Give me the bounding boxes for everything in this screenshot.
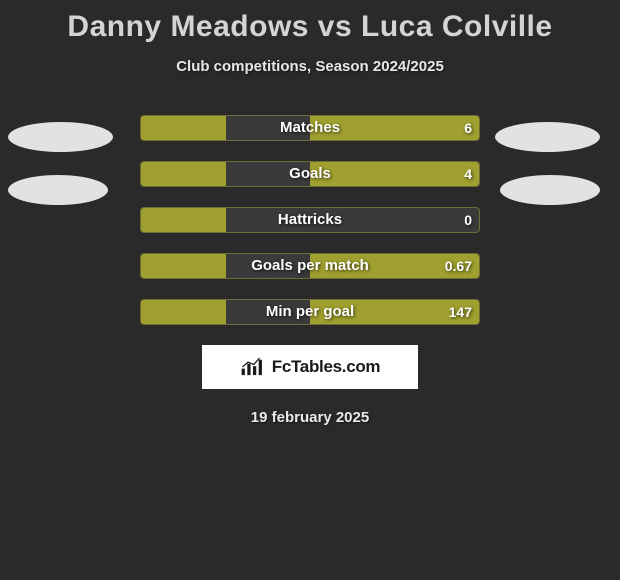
bar-right-fill — [310, 116, 479, 140]
subtitle: Club competitions, Season 2024/2025 — [0, 58, 620, 75]
bar-left-fill — [141, 208, 226, 232]
page-title: Danny Meadows vs Luca Colville — [0, 0, 620, 44]
infographic-root: Danny Meadows vs Luca Colville Club comp… — [0, 0, 620, 580]
stat-row: Goals per match 0.67 — [0, 253, 620, 279]
bar-track — [140, 161, 480, 187]
bar-left-fill — [141, 300, 226, 324]
stat-row: Hattricks 0 — [0, 207, 620, 233]
bar-right-fill — [310, 300, 479, 324]
bar-right-fill — [310, 162, 479, 186]
bar-track — [140, 253, 480, 279]
bar-track — [140, 299, 480, 325]
stat-row: Matches 6 — [0, 115, 620, 141]
branding[interactable]: FcTables.com — [202, 345, 418, 389]
bar-left-fill — [141, 254, 226, 278]
bar-left-fill — [141, 162, 226, 186]
branding-text: FcTables.com — [272, 357, 381, 377]
stat-row: Min per goal 147 — [0, 299, 620, 325]
bar-chart-icon — [240, 357, 266, 377]
bar-left-fill — [141, 116, 226, 140]
bar-track — [140, 115, 480, 141]
bar-track — [140, 207, 480, 233]
date: 19 february 2025 — [0, 409, 620, 426]
stat-row: Goals 4 — [0, 161, 620, 187]
bar-right-fill — [310, 254, 479, 278]
